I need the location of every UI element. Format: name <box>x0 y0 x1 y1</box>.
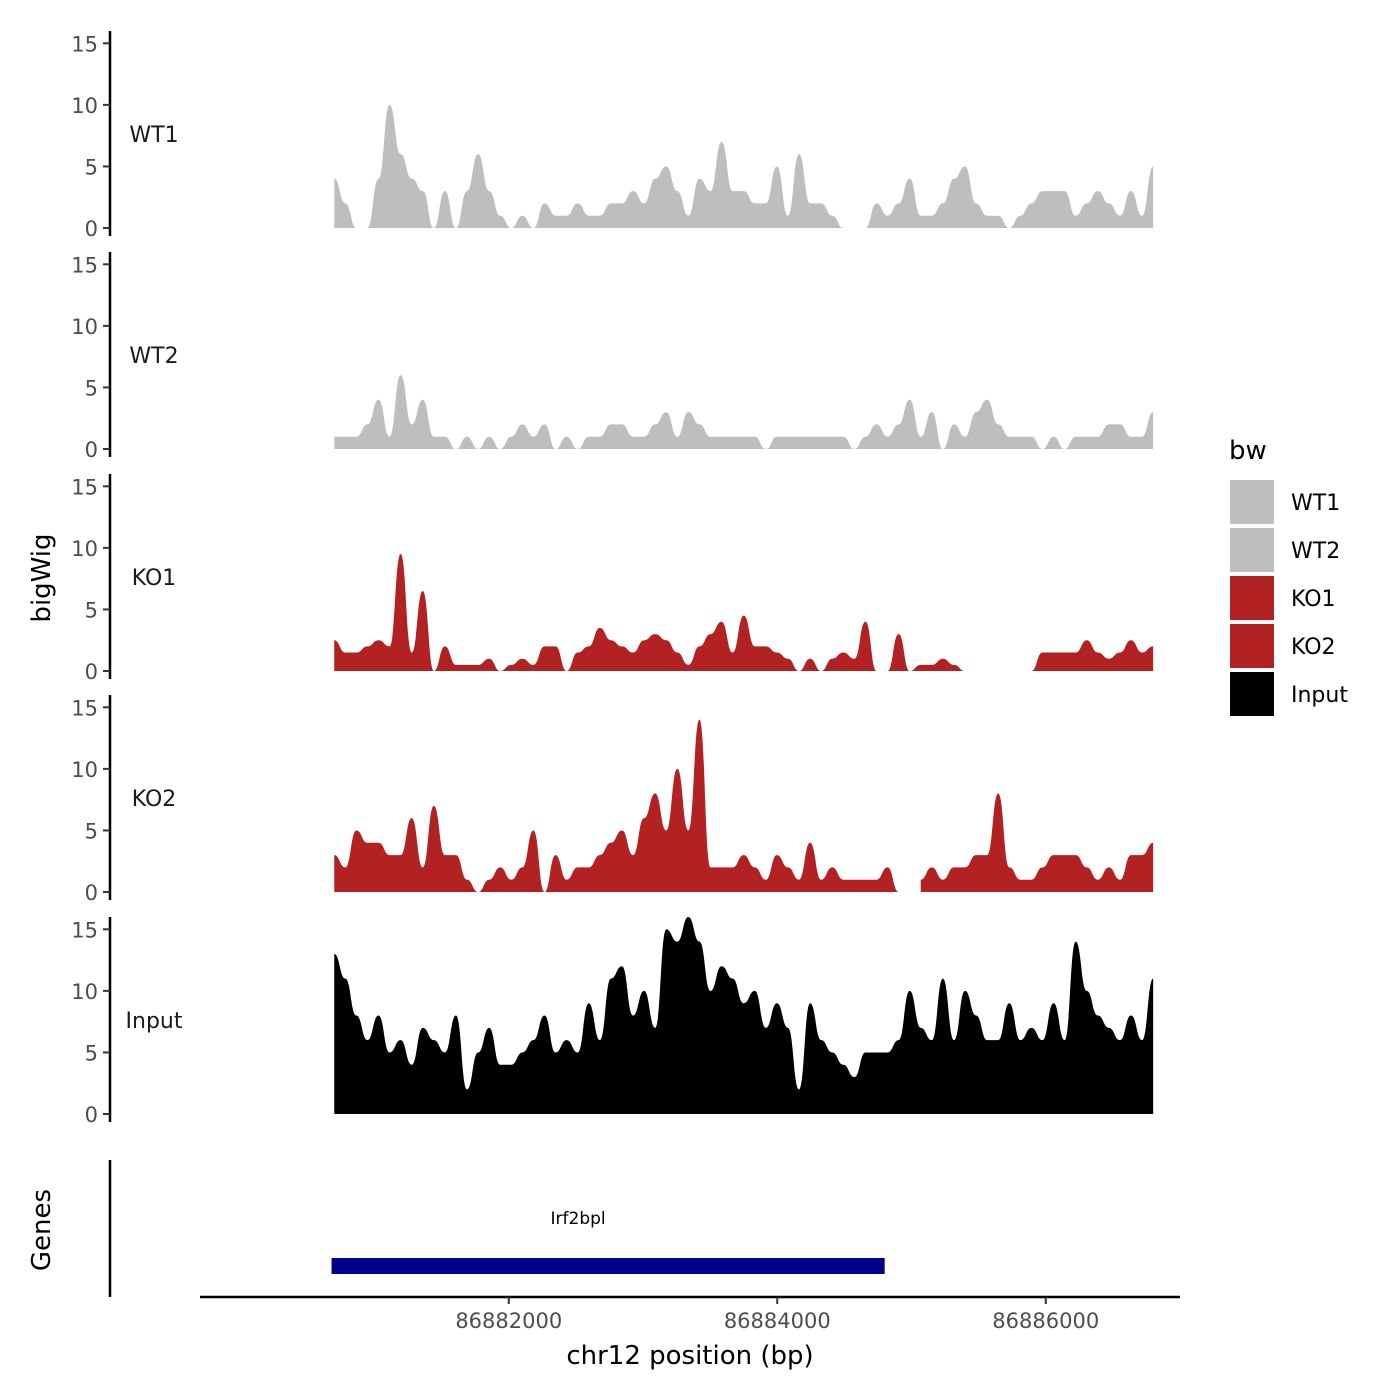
y-tick-label: 5 <box>85 819 98 843</box>
legend-swatch <box>1230 624 1274 668</box>
track-panel-input: 0 5 10 15 Input <box>71 917 1154 1127</box>
track-label-input: Input <box>126 1009 183 1034</box>
gene-body-irf2bpl <box>331 1258 885 1274</box>
gene-name-label: Irf2bpl <box>551 1209 606 1229</box>
coverage-area-wt1 <box>865 166 1154 228</box>
legend-label: KO1 <box>1291 587 1336 612</box>
legend-swatch <box>1230 528 1274 572</box>
x-axis-title: chr12 position (bp) <box>566 1341 813 1371</box>
legend-entry-wt2: WT2 <box>1230 528 1340 572</box>
track-panel-wt1: 0 5 10 15 WT1 <box>71 31 1154 241</box>
legend-label: WT1 <box>1291 491 1340 516</box>
track-label-ko2: KO2 <box>132 787 177 812</box>
y-tick-label: 10 <box>71 758 98 782</box>
y-tick-label: 15 <box>71 253 98 277</box>
legend-swatch <box>1230 672 1274 716</box>
x-tick-label: 86886000 <box>992 1309 1099 1333</box>
track-label-ko1: KO1 <box>132 566 177 591</box>
y-tick-label: 0 <box>85 438 98 462</box>
y-tick-label: 15 <box>71 475 98 499</box>
coverage-area-wt1 <box>334 104 844 228</box>
y-tick-label: 10 <box>71 94 98 118</box>
coverage-area-input <box>334 917 1154 1114</box>
y-tick-label: 5 <box>85 155 98 179</box>
legend-swatch <box>1230 480 1274 524</box>
y-tick-label: 5 <box>85 1041 98 1065</box>
legend-entry-input: Input <box>1230 672 1348 716</box>
coverage-area-wt2 <box>334 375 1154 449</box>
y-tick-label: 15 <box>71 918 98 942</box>
coverage-area-ko1 <box>1031 640 1154 671</box>
track-panel-wt2: 0 5 10 15 WT2 <box>71 252 1154 462</box>
legend-label: WT2 <box>1291 539 1340 564</box>
legend-label: KO2 <box>1291 635 1336 660</box>
coverage-area-ko2 <box>334 719 899 892</box>
y-tick-label: 0 <box>85 881 98 905</box>
gene-track: Irf2bpl <box>108 1160 885 1297</box>
x-tick-label: 86882000 <box>455 1309 562 1333</box>
y-tick-label: 5 <box>85 598 98 622</box>
y-tick-label: 10 <box>71 980 98 1004</box>
legend-label: Input <box>1291 683 1348 708</box>
legend-entry-wt1: WT1 <box>1230 480 1340 524</box>
coverage-area-ko2 <box>920 793 1154 892</box>
legend: bw WT1 WT2 KO1 KO2 Input <box>1229 436 1348 716</box>
x-axis: 86882000 86884000 86886000 <box>200 1295 1180 1333</box>
y-tick-label: 0 <box>85 1103 98 1127</box>
y-tick-label: 0 <box>85 660 98 684</box>
legend-title: bw <box>1229 436 1267 466</box>
y-tick-label: 5 <box>85 376 98 400</box>
genes-axis-title: Genes <box>27 1189 57 1271</box>
legend-entry-ko1: KO1 <box>1230 576 1336 620</box>
x-tick-label: 86884000 <box>724 1309 831 1333</box>
y-axis-title: bigWig <box>27 533 57 622</box>
y-tick-label: 10 <box>71 315 98 339</box>
y-tick-label: 15 <box>71 32 98 56</box>
y-tick-label: 15 <box>71 696 98 720</box>
legend-entry-ko2: KO2 <box>1230 624 1336 668</box>
track-label-wt1: WT1 <box>129 123 178 148</box>
y-tick-label: 0 <box>85 217 98 241</box>
coverage-area-ko1 <box>334 554 966 671</box>
track-panel-ko1: 0 5 10 15 KO1 <box>71 474 1154 684</box>
y-tick-label: 10 <box>71 537 98 561</box>
track-panel-ko2: 0 5 10 15 KO2 <box>71 695 1154 905</box>
legend-swatch <box>1230 576 1274 620</box>
track-label-wt2: WT2 <box>129 344 178 369</box>
track-panels: 0 5 10 15 WT1 0 5 10 15 WT2 0 5 10 15 KO1 0 5 10 15 KO2 0 5 10… <box>71 31 1154 1127</box>
